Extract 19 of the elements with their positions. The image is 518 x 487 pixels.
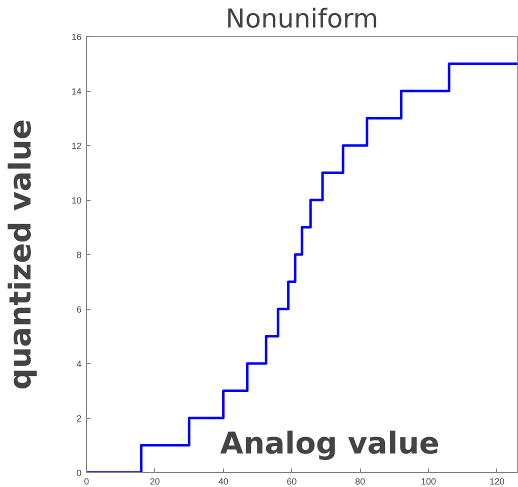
x-axis-title: Analog value	[220, 426, 440, 462]
x-tick-label: 100	[421, 476, 436, 486]
x-tick-label: 60	[286, 476, 297, 486]
chart-title: Nonuniform	[226, 4, 378, 34]
y-axis-title: quantized value	[3, 119, 38, 390]
y-tick-label: 6	[76, 304, 82, 314]
x-tick-label: 80	[355, 476, 366, 486]
y-tick-label: 14	[71, 86, 82, 96]
x-tick-label: 20	[150, 476, 160, 486]
y-tick-label: 10	[71, 196, 82, 206]
y-tick-label: 0	[76, 468, 82, 478]
x-tick-label: 120	[489, 476, 504, 486]
y-tick-label: 12	[71, 141, 82, 151]
y-tick-label: 16	[71, 32, 82, 42]
y-tick-label: 4	[76, 359, 82, 369]
x-tick-label: 0	[84, 476, 90, 486]
y-tick-label: 8	[76, 250, 82, 260]
x-tick-label: 40	[218, 476, 228, 486]
y-tick-label: 2	[76, 414, 82, 424]
